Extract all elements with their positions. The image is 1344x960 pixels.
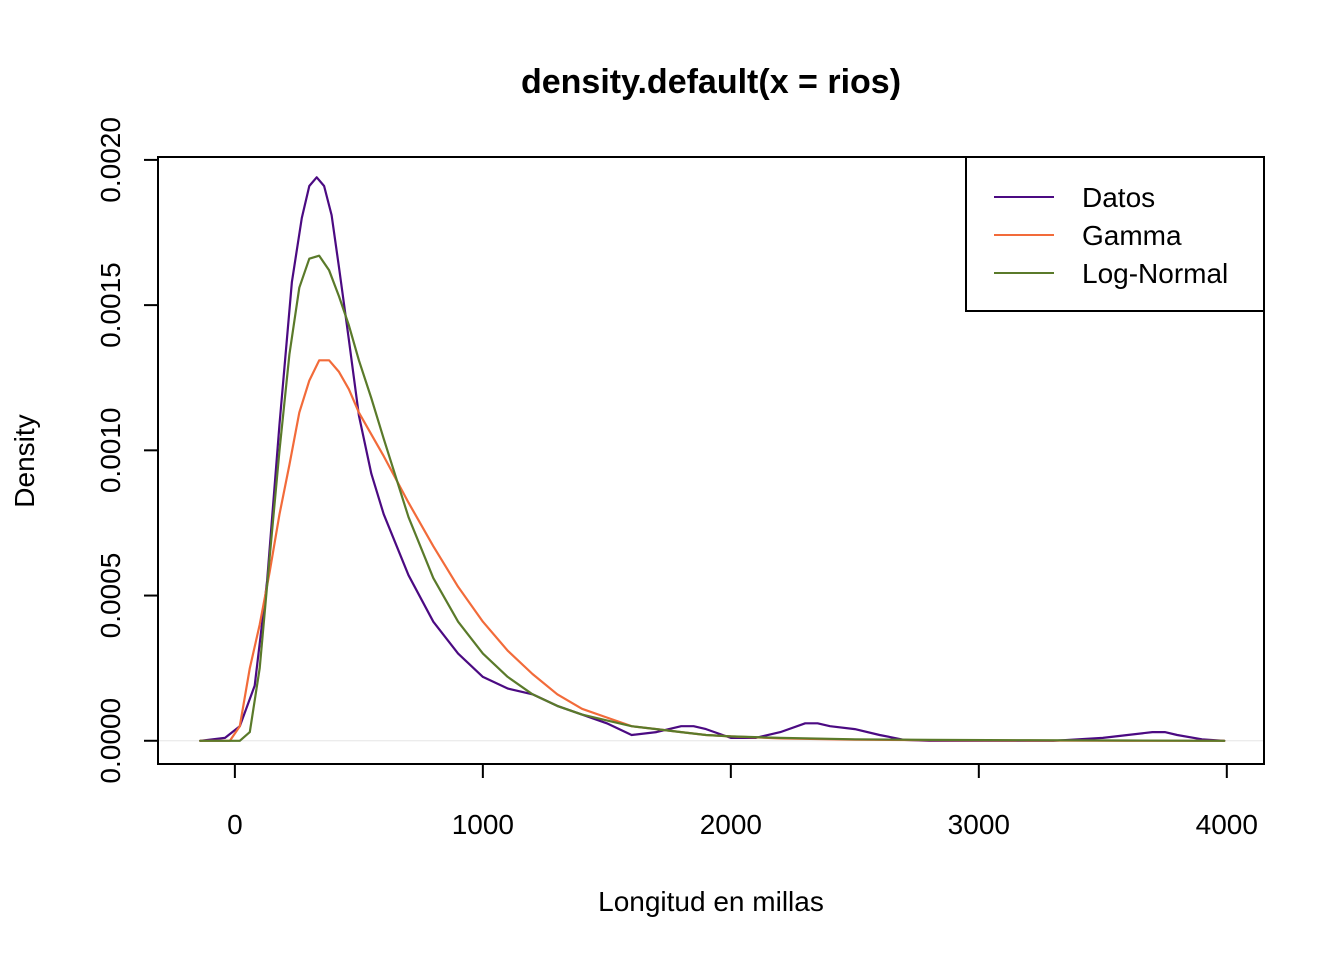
y-tick-label: 0.0010 xyxy=(95,408,126,494)
y-axis-label: Density xyxy=(9,414,40,507)
y-tick-label: 0.0005 xyxy=(95,553,126,639)
x-axis-label: Longitud en millas xyxy=(598,886,824,917)
legend-label-gamma: Gamma xyxy=(1082,220,1182,251)
legend: Datos Gamma Log-Normal xyxy=(965,156,1265,312)
x-tick-label: 2000 xyxy=(700,809,762,840)
x-tick-label: 4000 xyxy=(1196,809,1258,840)
y-tick-label: 0.0000 xyxy=(95,698,126,784)
x-tick-label: 3000 xyxy=(948,809,1010,840)
x-axis: 0 1000 2000 3000 4000 xyxy=(227,763,1258,840)
y-tick-label: 0.0020 xyxy=(95,117,126,203)
series-line-log-normal xyxy=(199,254,1226,742)
chart-title: density.default(x = rios) xyxy=(521,63,901,101)
legend-label-log-normal: Log-Normal xyxy=(1082,258,1228,289)
series-layer xyxy=(158,176,1264,742)
x-tick-label: 1000 xyxy=(452,809,514,840)
legend-label-datos: Datos xyxy=(1082,182,1155,213)
y-tick-label: 0.0015 xyxy=(95,262,126,348)
y-axis: 0.0000 0.0005 0.0010 0.0015 0.0020 xyxy=(95,117,159,784)
x-tick-label: 0 xyxy=(227,809,243,840)
series-line-gamma xyxy=(199,359,1226,742)
